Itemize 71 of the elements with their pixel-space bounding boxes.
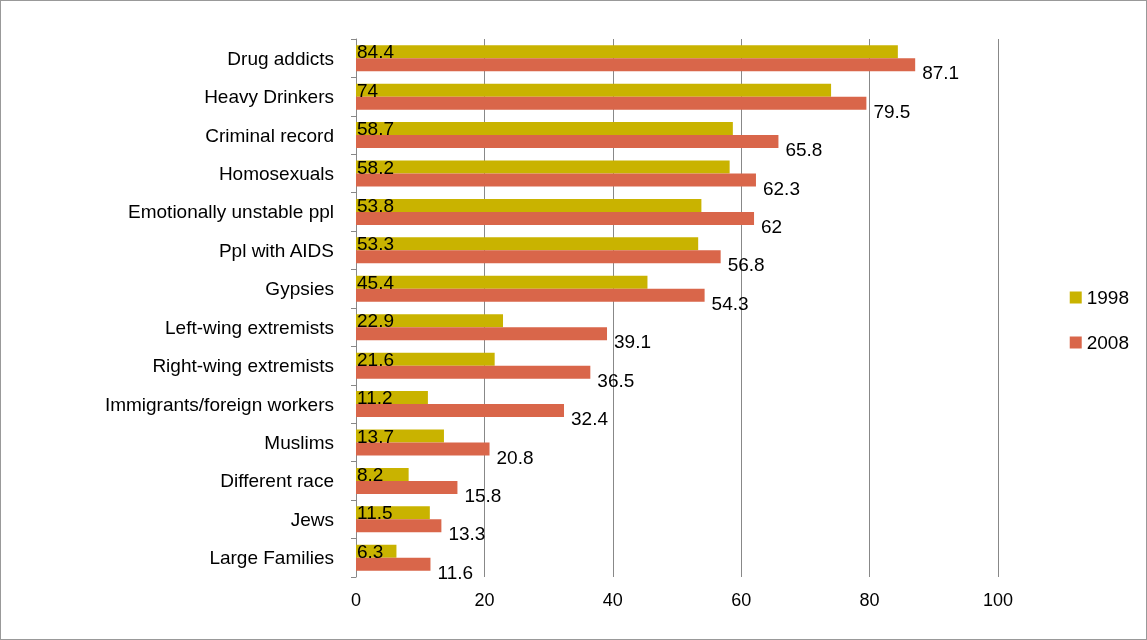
data-label: 62.3 — [762, 177, 800, 199]
legend-label: 1998 — [1086, 287, 1130, 308]
data-label: 58.2 — [357, 156, 394, 178]
data-label: 79.5 — [873, 100, 911, 122]
data-label: 22.9 — [357, 310, 394, 332]
bar — [356, 404, 565, 418]
bar — [356, 160, 730, 174]
data-label: 8.2 — [357, 463, 384, 485]
y-tick-label: Muslims — [264, 432, 334, 453]
data-label: 13.3 — [448, 523, 486, 545]
data-label: 11.6 — [437, 561, 474, 583]
y-tick-label: Different race — [220, 470, 334, 492]
bar — [356, 135, 779, 149]
data-label: 53.3 — [357, 233, 394, 255]
bar — [356, 58, 916, 72]
data-label: 6.3 — [357, 540, 384, 562]
y-tick-label: Homosexuals — [218, 163, 334, 184]
bar — [356, 519, 442, 533]
y-tick-label: Gypsies — [265, 278, 334, 300]
x-tick-label: 0 — [350, 590, 362, 610]
data-label: 84.4 — [357, 41, 395, 63]
data-label: 13.7 — [357, 425, 394, 447]
x-tick-label: 40 — [602, 590, 623, 610]
data-label: 21.6 — [357, 348, 394, 370]
bar — [356, 83, 832, 97]
data-label: 58.7 — [357, 118, 394, 140]
data-label: 39.1 — [614, 331, 652, 353]
data-label: 15.8 — [464, 484, 502, 506]
y-tick-label: Right-wing extremists — [152, 355, 334, 377]
bar — [356, 250, 721, 264]
bar — [356, 173, 756, 187]
data-label: 74 — [357, 79, 379, 101]
y-tick-label: Jews — [290, 508, 334, 530]
data-label: 53.8 — [357, 194, 394, 216]
bar — [356, 96, 867, 110]
data-label: 32.4 — [571, 408, 609, 430]
data-label: 36.5 — [597, 369, 635, 391]
bar — [356, 288, 705, 302]
bar — [356, 237, 699, 251]
data-label: 62 — [761, 215, 783, 237]
bar — [356, 327, 608, 341]
data-label: 20.8 — [496, 446, 534, 468]
x-tick-label: 80 — [859, 590, 880, 610]
data-label: 45.4 — [357, 271, 395, 293]
y-tick-label: Criminal record — [205, 124, 334, 146]
y-tick-label: Immigrants/foreign workers — [104, 393, 334, 415]
y-tick-label: Large Families — [209, 547, 334, 569]
bar — [356, 45, 898, 59]
x-tick-label: 100 — [982, 590, 1014, 610]
bar — [356, 211, 755, 225]
data-label: 56.8 — [727, 254, 765, 276]
bar — [356, 480, 458, 494]
bar — [356, 198, 702, 212]
bar — [356, 442, 490, 456]
data-label: 65.8 — [785, 139, 823, 161]
data-label: 11.5 — [357, 502, 393, 524]
bar — [356, 557, 431, 571]
bar — [356, 275, 648, 289]
y-tick-label: Left-wing extremists — [165, 316, 334, 338]
bar — [356, 122, 733, 136]
bar — [356, 365, 591, 379]
x-tick-label: 20 — [474, 590, 495, 610]
y-tick-label: Heavy Drinkers — [204, 86, 334, 108]
y-tick-label: Ppl with AIDS — [218, 239, 334, 261]
legend-label: 2008 — [1086, 332, 1130, 353]
data-label: 87.1 — [922, 62, 960, 84]
y-tick-label: Emotionally unstable ppl — [128, 201, 334, 223]
y-tick-label: Drug addicts — [227, 47, 334, 69]
data-label: 54.3 — [711, 292, 749, 314]
x-tick-label: 60 — [731, 590, 752, 610]
data-label: 11.2 — [357, 387, 393, 409]
